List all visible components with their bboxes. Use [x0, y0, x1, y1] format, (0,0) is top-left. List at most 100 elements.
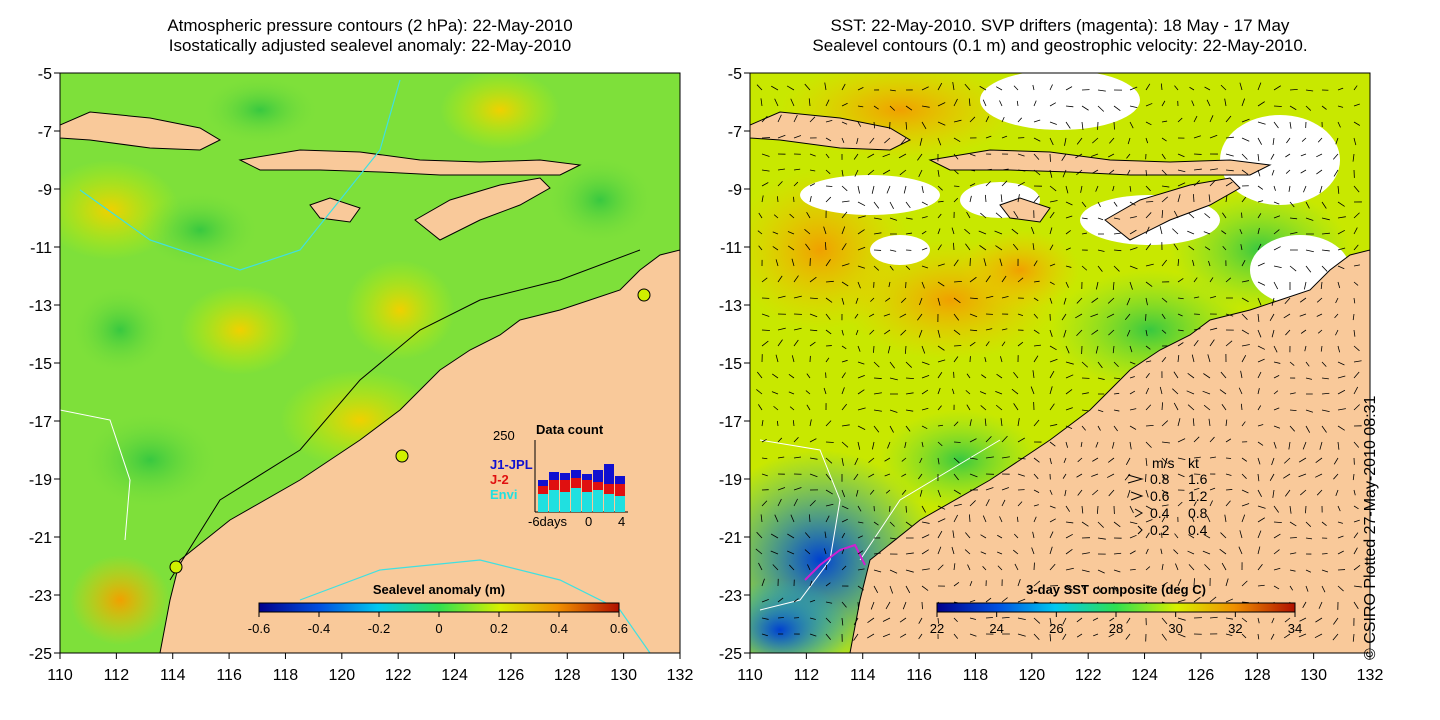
inset-xlabel-end: 4	[618, 514, 625, 529]
velocity-arrow	[1193, 436, 1200, 443]
velocity-arrow	[1129, 425, 1137, 430]
velocity-arrow	[841, 102, 848, 107]
velocity-arrow	[1353, 85, 1358, 91]
velocity-arrow	[889, 585, 894, 594]
velocity-arrow	[921, 230, 927, 235]
velocity-arrow	[760, 514, 763, 523]
velocity-arrow	[841, 185, 848, 192]
velocity-arrow	[995, 390, 1003, 395]
velocity-arrow	[1337, 505, 1341, 512]
velocity-arrow	[867, 169, 875, 176]
velocity-arrow	[786, 85, 795, 91]
velocity-arrow	[1191, 354, 1195, 363]
right-colorbar-tick-label: 26	[1049, 621, 1063, 636]
velocity-arrow	[1257, 213, 1262, 219]
velocity-arrow	[1353, 281, 1359, 286]
velocity-arrow	[1033, 473, 1039, 480]
velocity-arrow	[1273, 281, 1279, 290]
velocity-arrow	[774, 98, 779, 107]
velocity-arrow	[1289, 552, 1297, 555]
velocity-arrow	[1126, 297, 1131, 306]
velocity-arrow	[1239, 530, 1243, 539]
velocity-arrow	[1314, 633, 1323, 639]
velocity-arrow	[1076, 137, 1083, 145]
velocity-arrow	[985, 597, 992, 603]
velocity-arrow	[937, 82, 943, 91]
velocity-arrow	[1337, 216, 1346, 219]
left-lat-tick-label: -7	[38, 124, 52, 141]
velocity-arrow	[1302, 441, 1307, 450]
velocity-arrow	[899, 169, 907, 176]
velocity-arrow	[823, 387, 827, 395]
velocity-arrow	[937, 457, 940, 465]
left-map	[60, 73, 680, 653]
velocity-arrow	[1063, 297, 1067, 305]
velocity-arrow	[1108, 489, 1115, 497]
velocity-arrow	[1159, 386, 1163, 395]
velocity-arrow	[1145, 281, 1153, 287]
velocity-arrow	[1239, 229, 1243, 235]
velocity-arrow	[966, 373, 971, 379]
velocity-arrow	[1241, 473, 1247, 479]
velocity-arrow	[937, 405, 942, 411]
velocity-arrow	[1203, 404, 1211, 411]
velocity-arrow	[1013, 211, 1019, 219]
velocity-arrow	[1112, 185, 1115, 192]
velocity-arrow	[825, 357, 830, 363]
velocity-arrow	[889, 217, 898, 221]
velocity-arrow	[1273, 533, 1281, 539]
velocity-arrow	[953, 259, 959, 267]
velocity-arrow	[889, 105, 896, 111]
inset-legend-envi: Envi	[490, 487, 517, 502]
velocity-arrow	[1049, 169, 1053, 178]
velocity-arrow	[921, 441, 924, 448]
left-title-line1: Atmospheric pressure contours (2 hPa): 2…	[167, 16, 573, 35]
velocity-arrow	[985, 341, 990, 347]
velocity-arrow	[1289, 105, 1297, 111]
velocity-arrow	[1097, 569, 1105, 574]
velocity-arrow	[937, 564, 944, 571]
velocity-arrow	[1000, 418, 1003, 427]
velocity-arrow	[1049, 200, 1058, 203]
velocity-arrow	[777, 134, 786, 139]
velocity-arrow	[1241, 118, 1250, 123]
velocity-arrow	[868, 473, 875, 478]
velocity-arrow	[1337, 361, 1345, 366]
velocity-arrow	[1033, 153, 1040, 160]
velocity-arrow	[1145, 387, 1150, 395]
velocity-arrow	[1241, 633, 1247, 639]
velocity-arrow	[1300, 153, 1307, 157]
velocity-arrow	[1160, 548, 1163, 555]
velocity-arrow	[841, 617, 844, 626]
velocity-arrow	[953, 489, 961, 495]
velocity-arrow	[1257, 153, 1260, 162]
velocity-arrow	[1271, 329, 1275, 338]
velocity-arrow	[1012, 549, 1019, 555]
velocity-arrow	[873, 232, 882, 235]
velocity-arrow	[1049, 617, 1052, 626]
velocity-arrow	[1161, 356, 1167, 363]
velocity-arrow	[905, 569, 914, 573]
velocity-arrow	[809, 329, 818, 332]
velocity-arrow	[1241, 355, 1247, 363]
velocity-arrow	[921, 374, 930, 379]
velocity-arrow	[953, 329, 961, 335]
velocity-arrow	[793, 181, 799, 187]
velocity-arrow	[1240, 244, 1243, 251]
velocity-arrow	[1000, 356, 1003, 363]
velocity-arrow	[1049, 345, 1057, 351]
velocity-arrow	[1193, 328, 1201, 331]
velocity-arrow	[1127, 137, 1131, 145]
inset-bar-segment	[615, 484, 625, 496]
velocity-arrow	[982, 566, 987, 571]
velocity-arrow	[1033, 313, 1039, 319]
right-colorbar-ramp	[936, 602, 1296, 613]
velocity-arrow	[1091, 153, 1099, 157]
velocity-arrow	[1129, 361, 1136, 365]
velocity-arrow	[904, 345, 907, 354]
velocity-arrow	[809, 419, 812, 427]
velocity-arrow	[1271, 297, 1275, 306]
velocity-arrow	[1192, 194, 1195, 203]
velocity-arrow	[1129, 265, 1138, 270]
velocity-arrow	[997, 565, 1003, 571]
